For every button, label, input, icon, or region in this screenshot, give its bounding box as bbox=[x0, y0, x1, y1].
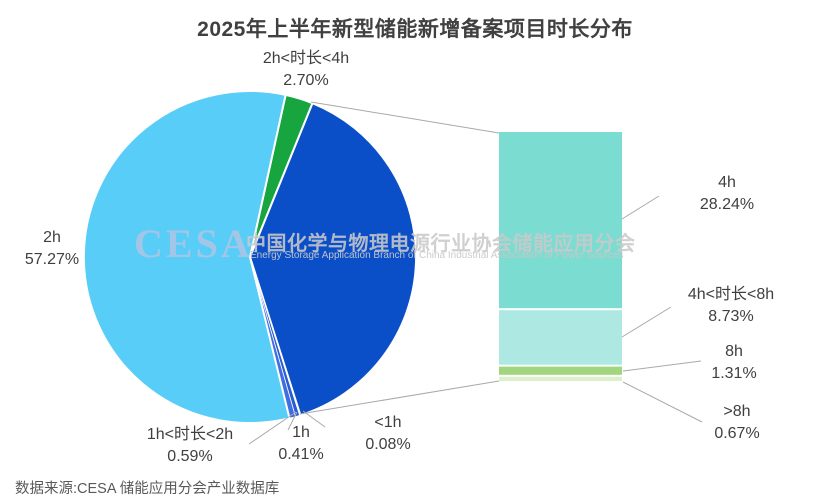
leader-line-lt-1h bbox=[302, 410, 326, 428]
leader-line-4h bbox=[621, 195, 660, 220]
segment-pct: 28.24% bbox=[699, 196, 755, 213]
label-bar-4h: 4h 28.24% bbox=[700, 172, 754, 216]
segment-pct: 1.31% bbox=[711, 365, 757, 382]
label-slice-2h-4h: 2h<时长<4h 2.70% bbox=[263, 48, 349, 92]
slice-pct: 0.41% bbox=[278, 446, 324, 463]
segment-name: >8h bbox=[723, 403, 751, 420]
leader-line-gt-8h bbox=[622, 381, 703, 423]
label-bar-gt-8h: >8h 0.67% bbox=[714, 401, 759, 445]
chart-title: 2025年上半年新型储能新增备案项目时长分布 bbox=[197, 18, 633, 41]
leader-line-1h bbox=[287, 411, 298, 431]
label-bar-8h: 8h 1.31% bbox=[711, 341, 756, 385]
leader-line-4h-8h bbox=[621, 306, 672, 338]
segment-pct: 0.67% bbox=[714, 425, 760, 442]
funnel-line-top bbox=[310, 101, 500, 134]
slice-pct: 2.70% bbox=[283, 72, 329, 89]
label-slice-lt-1h: <1h 0.08% bbox=[365, 412, 410, 456]
leader-line-1h-2h bbox=[248, 411, 297, 445]
bar-segment-8h bbox=[499, 366, 622, 375]
slice-name: 2h bbox=[43, 229, 61, 246]
label-bar-4h-8h: 4h<时长<8h 8.73% bbox=[688, 284, 774, 328]
label-slice-2h: 2h 57.27% bbox=[25, 227, 79, 271]
data-source-note: 数据来源:CESA 储能应用分会产业数据库 bbox=[15, 481, 280, 497]
segment-pct: 8.73% bbox=[708, 308, 754, 325]
slice-pct: 0.59% bbox=[167, 448, 213, 465]
slice-pct: 57.27% bbox=[24, 251, 80, 268]
funnel-line-bottom bbox=[299, 380, 500, 415]
segment-name: 4h<时长<8h bbox=[687, 286, 775, 303]
pie-slice-group bbox=[249, 102, 418, 417]
slice-name: 2h<时长<4h bbox=[262, 50, 350, 67]
slice-name: 1h bbox=[292, 424, 310, 441]
bar-segment-4h bbox=[499, 132, 622, 309]
slice-name: <1h bbox=[374, 414, 402, 431]
label-slice-1h: 1h 0.41% bbox=[278, 422, 323, 466]
slice-pct: 0.08% bbox=[365, 436, 411, 453]
pie-slice-2h bbox=[82, 90, 291, 424]
leader-line-8h bbox=[622, 360, 702, 372]
slice-name: 1h<时长<2h bbox=[146, 426, 234, 443]
segment-name: 4h bbox=[718, 174, 736, 191]
segment-name: 8h bbox=[725, 343, 743, 360]
label-slice-1h-2h: 1h<时长<2h 0.59% bbox=[147, 424, 233, 468]
bar-segment-4h-8h bbox=[499, 310, 622, 365]
bar-segment-gt-8h bbox=[499, 376, 622, 381]
